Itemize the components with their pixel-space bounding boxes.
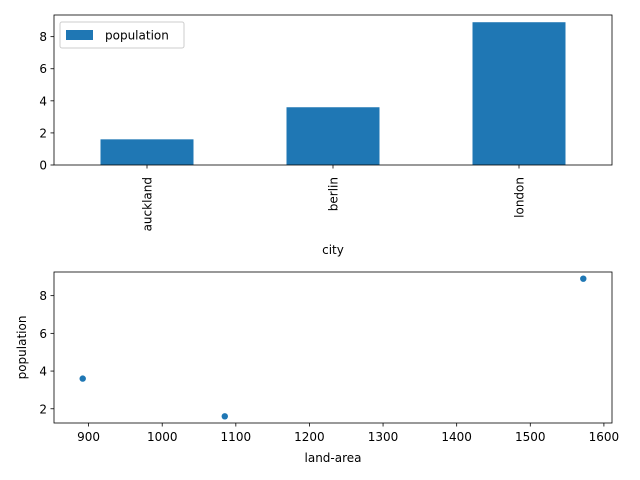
bar-y-tick-label: 8 xyxy=(39,30,47,44)
legend-label-population: population xyxy=(105,29,169,43)
bar-y-tick-label: 0 xyxy=(39,159,47,173)
bar-y-tick-label: 2 xyxy=(39,126,47,140)
scatter-point xyxy=(221,413,228,420)
scatter-x-tick-label: 1000 xyxy=(147,430,178,444)
scatter-x-tick-label: 1400 xyxy=(441,430,472,444)
bar-chart-x-axis-label: city xyxy=(322,243,344,257)
scatter-y-tick-label: 2 xyxy=(39,402,47,416)
bar-x-tick-label-auckland: auckland xyxy=(141,177,155,231)
bar-auckland xyxy=(100,139,194,165)
legend-box xyxy=(59,21,185,49)
scatter-x-tick-label: 1200 xyxy=(294,430,325,444)
scatter-chart-y-axis-label: population xyxy=(15,316,29,380)
bar-chart: 0 2 4 6 8 auckland berlin london city populati… xyxy=(39,14,613,257)
bar-y-tick-label: 4 xyxy=(39,94,47,108)
scatter-x-tick-label: 1500 xyxy=(515,430,546,444)
scatter-point xyxy=(79,375,86,382)
scatter-chart-frame xyxy=(53,271,613,424)
scatter-point xyxy=(580,275,587,282)
bar-y-tick-label: 6 xyxy=(39,62,47,76)
scatter-x-tick-label: 1300 xyxy=(368,430,399,444)
scatter-chart: 2 4 6 8 900 1000 1100 1200 1300 1400 1500 1600 lan… xyxy=(15,271,620,465)
bar-x-tick-label-berlin: berlin xyxy=(327,177,341,211)
legend: population xyxy=(59,21,185,49)
bar-london xyxy=(472,22,566,165)
bar-x-tick-label-london: london xyxy=(513,177,527,218)
scatter-y-tick-label: 6 xyxy=(39,327,47,341)
scatter-x-tick-label: 1600 xyxy=(589,430,620,444)
scatter-x-tick-label: 900 xyxy=(77,430,100,444)
scatter-x-tick-label: 1100 xyxy=(221,430,252,444)
scatter-y-tick-label: 8 xyxy=(39,289,47,303)
legend-swatch-population xyxy=(66,30,93,40)
scatter-y-tick-label: 4 xyxy=(39,365,47,379)
bar-berlin xyxy=(286,107,380,165)
scatter-chart-x-axis-label: land-area xyxy=(305,451,362,465)
